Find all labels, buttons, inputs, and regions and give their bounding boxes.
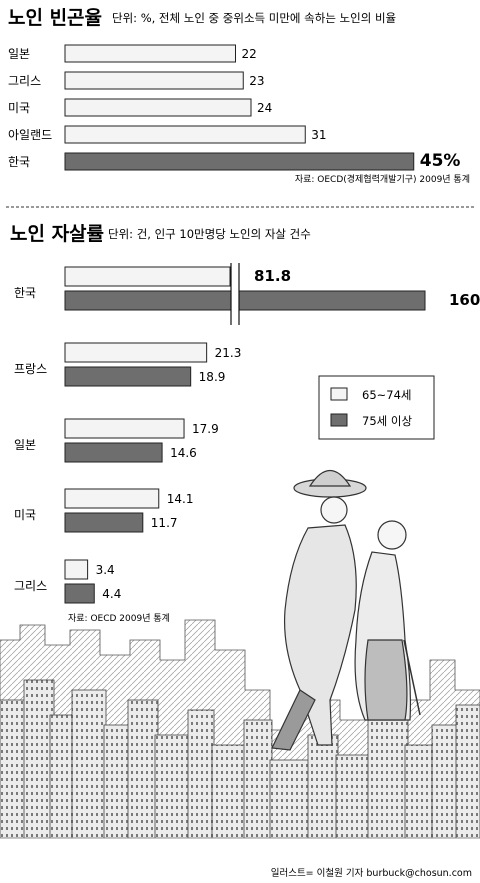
buildings-front xyxy=(0,679,480,860)
suicide-value-label: 4.4 xyxy=(102,587,121,601)
suicide-value-label: 21.3 xyxy=(215,346,242,360)
suicide-category-label: 한국 xyxy=(14,286,36,300)
building xyxy=(307,734,339,851)
poverty-category-label: 아일랜드 xyxy=(8,128,52,142)
legend-swatch-old xyxy=(330,413,348,427)
suicide-title: 노인 자살률 xyxy=(10,223,104,245)
poverty-category-label: 미국 xyxy=(8,101,30,115)
suicide-value-label: 18.9 xyxy=(199,370,226,384)
poverty-chart: 일본 22 그리스 23 미국 24 아일랜드 31 한국 45% xyxy=(8,44,461,171)
legend-swatch-young xyxy=(330,387,348,401)
suicide-bar-75plus xyxy=(64,512,144,533)
legend-label-young: 65~74세 xyxy=(362,388,411,402)
legend: 65~74세 75세 이상 xyxy=(318,375,435,440)
building xyxy=(404,744,436,851)
poverty-subtitle: 단위: %, 전체 노인 중 중위소득 미만에 속하는 노인의 비율 xyxy=(112,11,396,25)
suicide-category-label: 그리스 xyxy=(14,579,47,593)
elderly-couple-drawing xyxy=(271,469,421,751)
suicide-value-label: 81.8 xyxy=(254,267,291,285)
building xyxy=(23,679,55,851)
building xyxy=(367,714,409,851)
poverty-category-label: 일본 xyxy=(8,47,30,61)
suicide-bar-65-74 xyxy=(64,266,231,287)
poverty-source: 자료: OECD(경제협력개발기구) 2009년 통계 xyxy=(295,173,470,185)
suicide-bar-65-74 xyxy=(64,342,208,363)
suicide-bar-75plus xyxy=(64,290,426,311)
poverty-category-label: 그리스 xyxy=(8,74,41,88)
suicide-bar-65-74 xyxy=(64,488,160,509)
poverty-bar xyxy=(64,98,252,117)
suicide-value-label: 14.1 xyxy=(167,492,194,506)
suicide-value-label: 17.9 xyxy=(192,422,219,436)
building xyxy=(335,754,371,851)
poverty-bar xyxy=(64,71,244,90)
building xyxy=(187,709,215,851)
suicide-value-label: 14.6 xyxy=(170,446,197,460)
poverty-value-label: 45% xyxy=(420,151,461,171)
poverty-bar xyxy=(64,44,236,63)
building xyxy=(211,744,247,851)
building xyxy=(243,719,273,851)
building xyxy=(431,724,459,851)
suicide-bar-75plus xyxy=(64,442,163,463)
poverty-category-label: 한국 xyxy=(8,155,30,169)
city-elderly-illustration xyxy=(0,469,480,860)
suicide-source: 자료: OECD 2009년 통계 xyxy=(68,612,170,624)
suicide-value-label: 160.4 xyxy=(449,291,480,309)
ground-band xyxy=(0,838,480,860)
building xyxy=(455,704,480,851)
building xyxy=(71,689,107,851)
legend-label-old: 75세 이상 xyxy=(362,414,412,428)
building xyxy=(0,699,29,851)
suicide-subtitle: 단위: 건, 인구 10만명당 노인의 자살 건수 xyxy=(108,227,311,241)
suicide-bar-75plus xyxy=(64,366,192,387)
poverty-bar xyxy=(64,125,306,144)
building xyxy=(154,734,192,851)
poverty-value-label: 22 xyxy=(242,47,257,61)
suicide-value-label: 3.4 xyxy=(96,563,115,577)
suicide-value-label: 11.7 xyxy=(151,516,178,530)
poverty-bar xyxy=(64,152,415,171)
building xyxy=(127,699,159,851)
axis-break-gap xyxy=(231,263,239,325)
suicide-chart: 한국 81.8 160.4 프랑스 21.3 18.9 일본 17.9 14.6 미국 14.1 11… xyxy=(14,263,480,604)
suicide-bar-65-74 xyxy=(64,418,185,439)
poverty-value-label: 23 xyxy=(249,74,264,88)
poverty-title: 노인 빈곤율 xyxy=(8,7,102,29)
suicide-category-label: 일본 xyxy=(14,438,36,452)
suicide-bar-65-74 xyxy=(64,559,89,580)
poverty-value-label: 24 xyxy=(257,101,272,115)
suicide-bar-75plus xyxy=(64,583,95,604)
suicide-category-label: 미국 xyxy=(14,508,36,522)
building xyxy=(103,724,133,851)
building xyxy=(269,759,311,851)
suicide-category-label: 프랑스 xyxy=(14,362,47,376)
poverty-value-label: 31 xyxy=(311,128,326,142)
illustration-credit: 일러스트= 이철원 기자 burbuck@chosun.com xyxy=(271,868,472,879)
